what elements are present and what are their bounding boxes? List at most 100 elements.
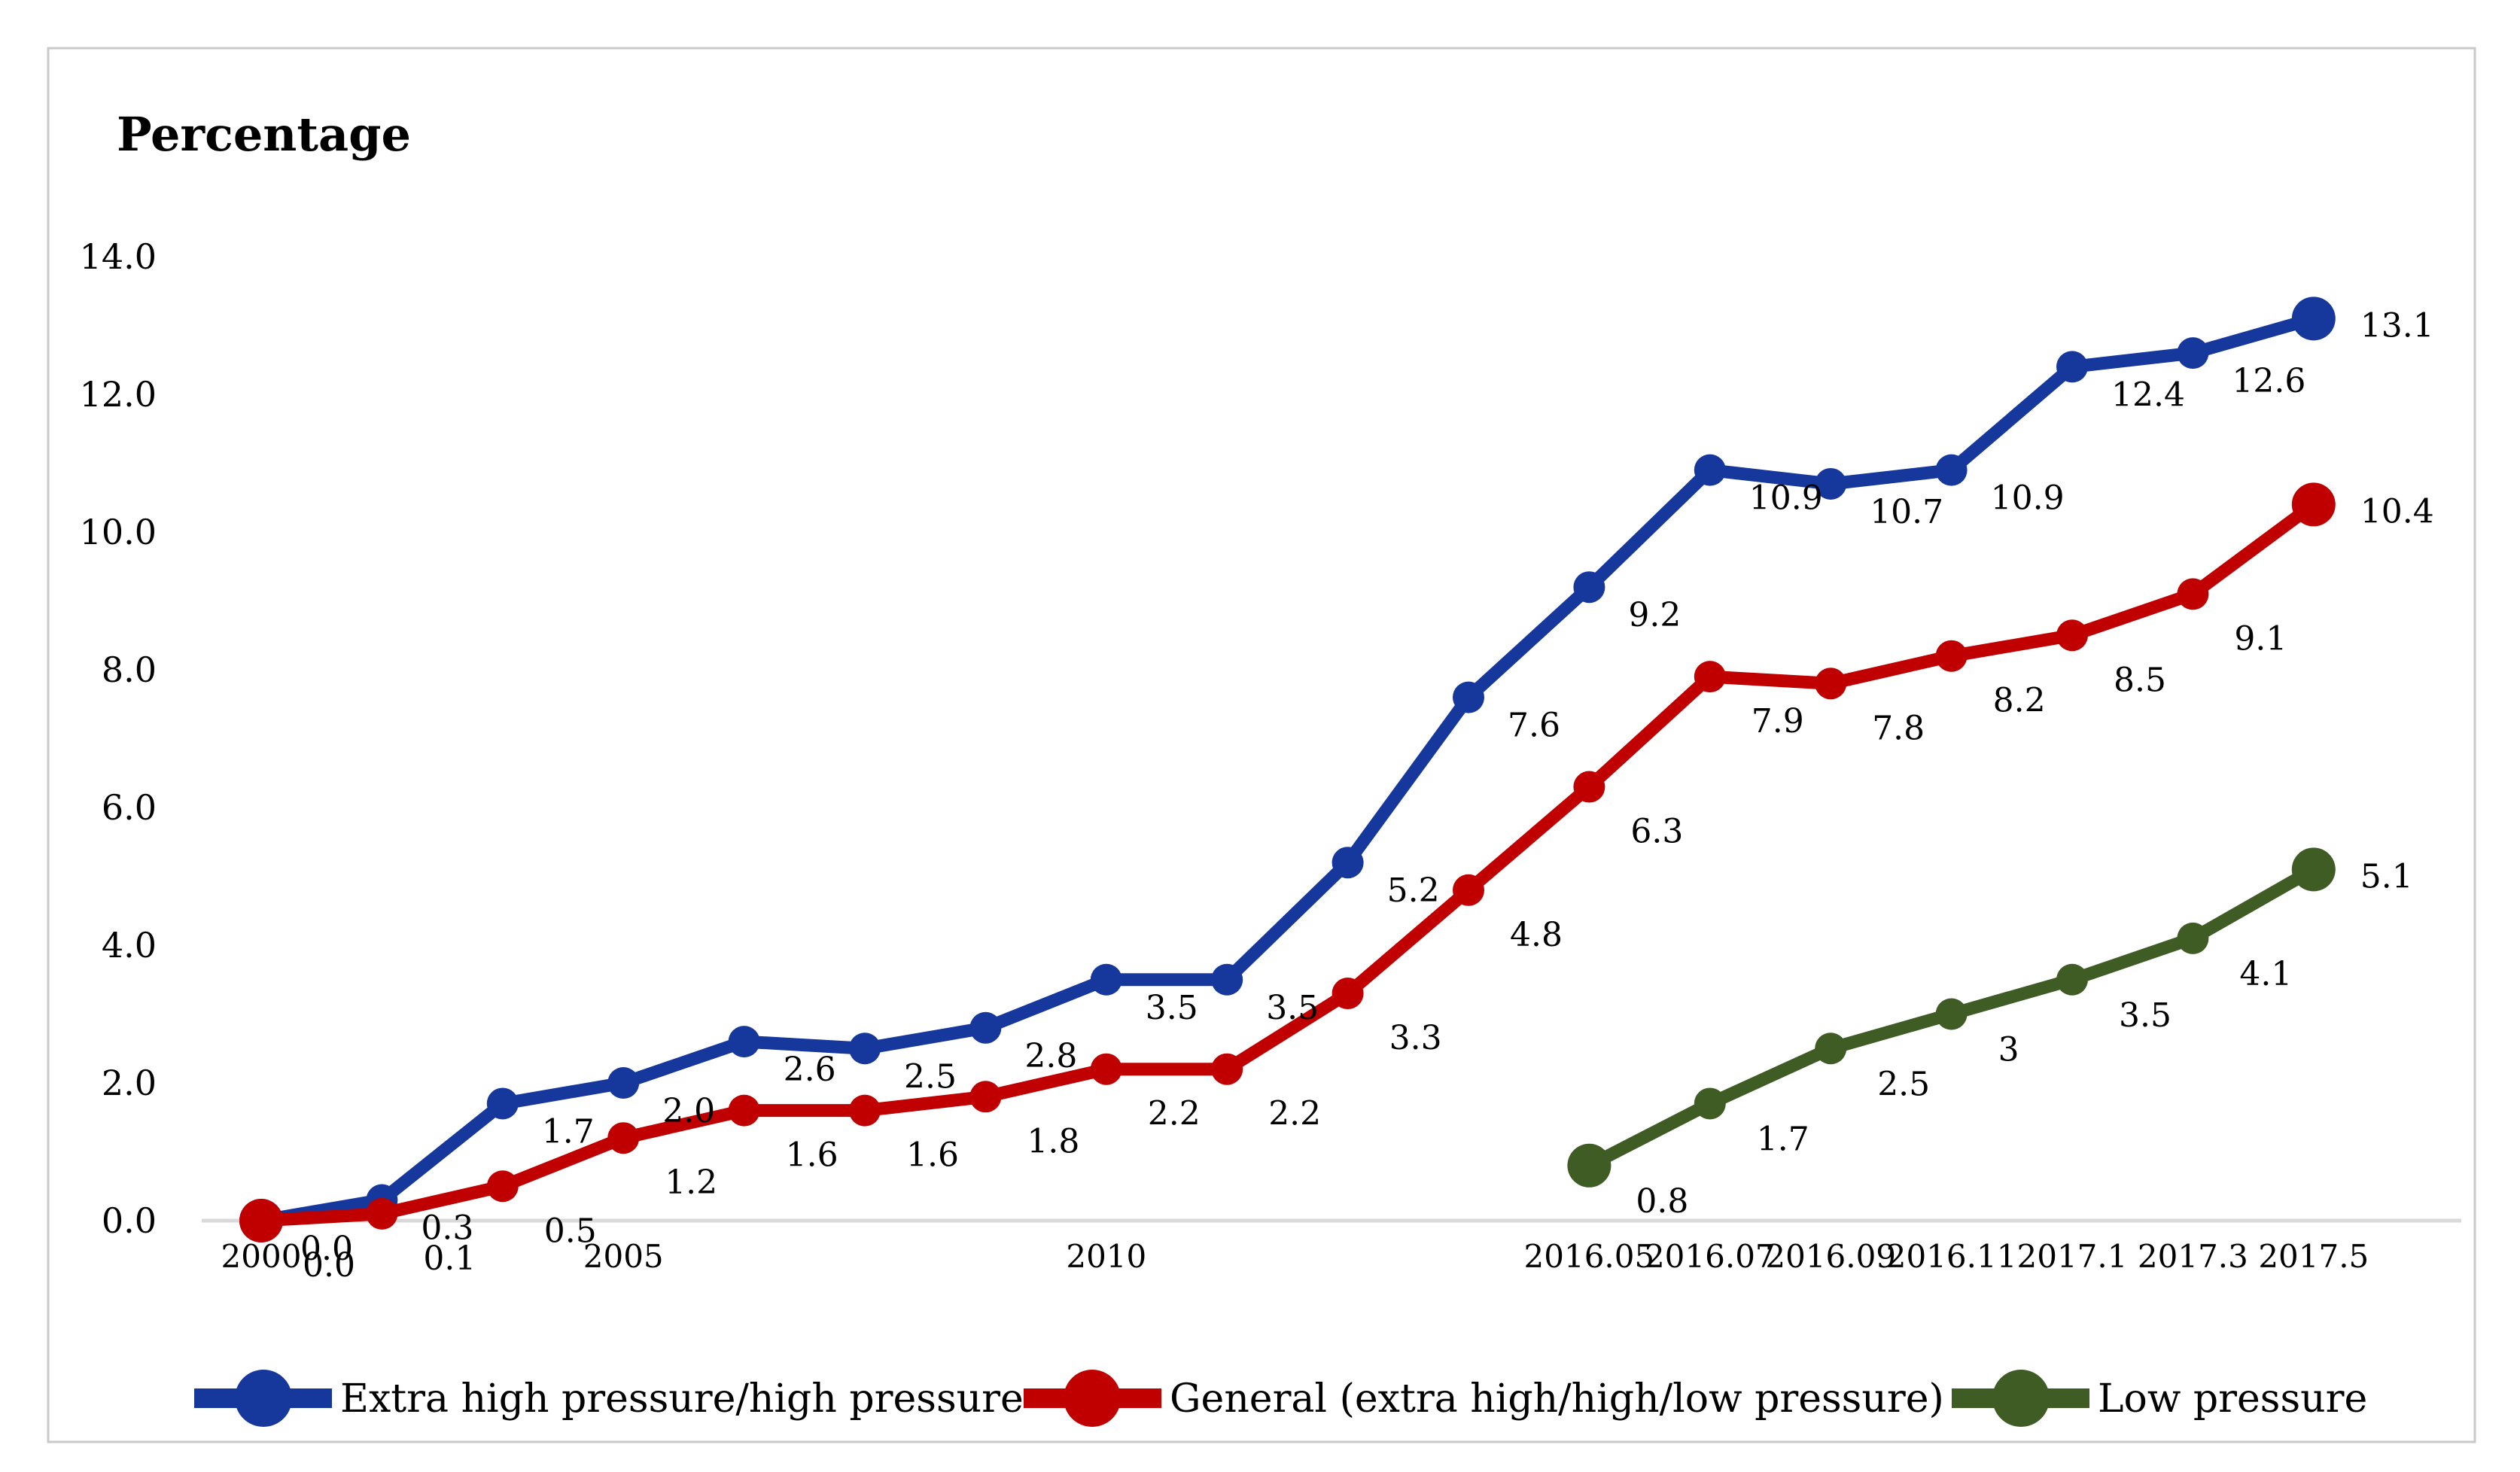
data-point: [1090, 963, 1122, 996]
data-label: 10.9: [1749, 479, 1823, 518]
data-label: 2.5: [904, 1057, 957, 1096]
series-line: [260, 499, 2318, 1227]
y-tick-label: 0.0: [102, 1200, 157, 1241]
data-point: [1332, 978, 1364, 1010]
series-low-pressure: [1567, 847, 2336, 1188]
data-label: 2.6: [784, 1051, 836, 1089]
y-tick-label: 10.0: [80, 512, 157, 552]
data-label: 13.1: [2360, 306, 2434, 345]
y-tick-label: 6.0: [102, 787, 157, 828]
data-label: 1.6: [786, 1136, 838, 1175]
data-label: 4.8: [1510, 916, 1563, 954]
data-point: [1332, 847, 1364, 879]
x-tick-label: 2016.07: [1645, 1238, 1776, 1275]
data-label: 1.7: [542, 1112, 595, 1151]
legend-label-low-pressure: Low pressure: [2098, 1376, 2367, 1422]
x-tick-label: 2017.1: [2017, 1238, 2128, 1275]
data-label: 8.5: [2114, 661, 2166, 699]
x-tick-label: 2000: [221, 1238, 302, 1275]
data-label: 10.9: [1991, 479, 2065, 518]
data-label: 5.2: [1387, 871, 1440, 910]
legend-marker-dot-red: [1064, 1370, 1121, 1427]
data-point: [728, 1094, 760, 1127]
data-label: 6.3: [1630, 813, 1683, 851]
data-label: 3.5: [1266, 989, 1319, 1027]
y-tick-label: 14.0: [80, 236, 157, 277]
data-label: 7.6: [1508, 707, 1560, 745]
data-point: [1211, 1053, 1243, 1085]
y-tick-label: 2.0: [102, 1063, 157, 1103]
series-general: [239, 482, 2336, 1242]
data-label: 2.2: [1148, 1095, 1201, 1133]
data-label: 7.8: [1872, 709, 1925, 747]
data-point: [2291, 482, 2336, 527]
x-axis: 2000 2005 2010 2016.052016.072016.092016.11…: [202, 1218, 2461, 1275]
data-point: [728, 1026, 760, 1058]
series-line: [260, 312, 2316, 1227]
legend-label-extra-high-pressure: Extra high pressure/high pressure: [340, 1376, 1024, 1422]
data-point: [2291, 297, 2336, 341]
data-label: 2.0: [662, 1092, 715, 1130]
data-point: [1815, 467, 1847, 500]
data-point: [1694, 1087, 1726, 1120]
data-point: [239, 1199, 283, 1242]
data-point: [486, 1087, 519, 1120]
figure-border: [47, 47, 2476, 1443]
data-point: [1935, 454, 1968, 486]
legend-label-general: General (extra high/high/low pressure): [1170, 1376, 1944, 1422]
data-label: 10.7: [1870, 493, 1943, 531]
data-point: [1694, 454, 1726, 486]
data-label: 10.4: [2360, 492, 2434, 531]
x-tick-label: 2016.05: [1524, 1238, 1655, 1275]
data-label: 1.6: [906, 1136, 959, 1175]
data-point: [1815, 1033, 1847, 1065]
data-label: 9.1: [2234, 619, 2287, 658]
data-label: 0.3: [421, 1209, 473, 1248]
legend-marker-dot-green: [1992, 1370, 2050, 1427]
data-label: 3.3: [1389, 1019, 1442, 1057]
data-point: [1211, 963, 1243, 996]
data-label: 0.1: [423, 1239, 476, 1278]
y-tick-label: 8.0: [102, 649, 157, 690]
data-point: [2177, 578, 2209, 610]
legend-item-low-pressure: Low pressure: [1952, 1370, 2367, 1427]
data-label: 0.8: [1636, 1182, 1688, 1221]
x-tick-label: 2017.5: [2258, 1238, 2369, 1275]
data-point: [1573, 771, 1605, 803]
series-layer: [239, 297, 2336, 1242]
data-point: [2177, 337, 2209, 370]
data-label: 0.0: [303, 1246, 355, 1285]
data-label: 2.2: [1268, 1095, 1321, 1133]
data-point: [607, 1122, 640, 1154]
data-point: [2056, 963, 2088, 996]
x-tick-label: 2016.11: [1886, 1238, 2017, 1275]
y-tick-label: 4.0: [102, 925, 157, 966]
legend-marker-dot-blue: [235, 1370, 292, 1427]
data-label: 0.0: [300, 1230, 353, 1268]
data-label: 5.1: [2360, 857, 2413, 896]
data-point: [366, 1197, 398, 1230]
data-point: [486, 1170, 519, 1203]
data-point: [1815, 668, 1847, 700]
x-tick-label: 2005: [583, 1238, 664, 1275]
data-label: 12.6: [2232, 362, 2305, 400]
data-point: [1090, 1053, 1122, 1085]
data-label: 7.9: [1752, 702, 1804, 741]
data-label: 9.2: [1628, 596, 1681, 634]
data-point: [607, 1067, 640, 1099]
x-tick-label: 2017.3: [2138, 1238, 2248, 1275]
data-label: 12.4: [2111, 376, 2185, 414]
data-point: [1935, 640, 1968, 672]
data-label: 1.2: [665, 1163, 717, 1202]
data-point: [2056, 351, 2088, 383]
data-point: [2177, 922, 2209, 954]
data-label: 2.5: [1877, 1065, 1930, 1103]
data-point: [2056, 619, 2088, 652]
data-label: 4.1: [2239, 955, 2292, 993]
y-axis: 14.0 12.0 10.0 8.0 6.0 4.0 2.0 0.0: [80, 236, 157, 1241]
data-label: 3: [1998, 1031, 2019, 1069]
data-point: [1935, 998, 1968, 1030]
data-point: [1453, 874, 1484, 906]
